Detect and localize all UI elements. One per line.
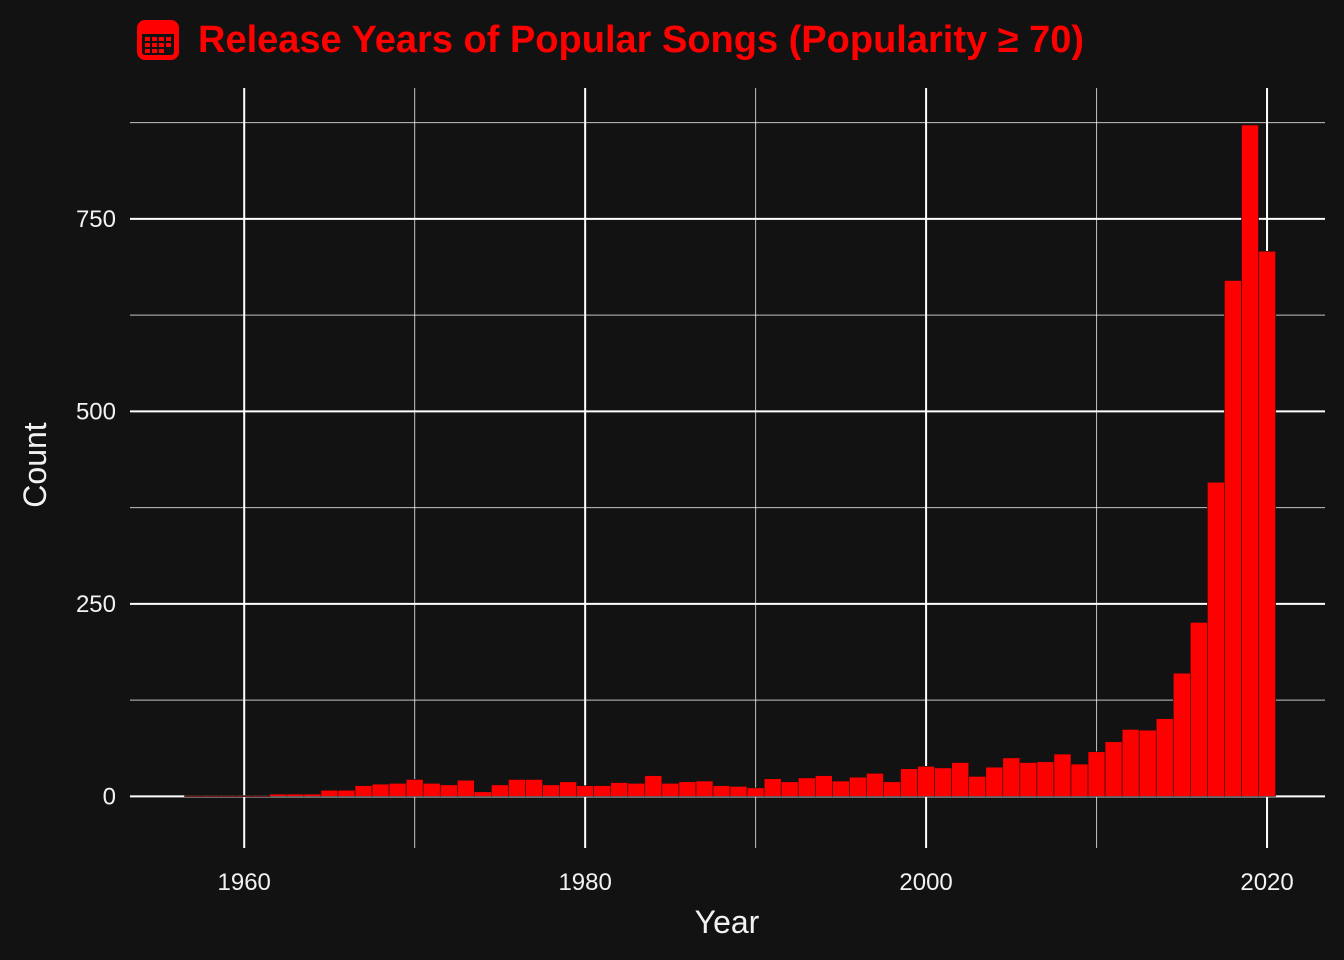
bar-2010 (1087, 751, 1106, 797)
bar-1968 (371, 783, 390, 797)
bar-1978 (542, 784, 560, 797)
bar-1963 (286, 793, 305, 797)
bar-1995 (832, 780, 850, 797)
bar-1997 (866, 773, 884, 797)
bar-2016 (1190, 622, 1208, 797)
bar-1962 (269, 793, 288, 797)
bar-2006 (1019, 762, 1038, 797)
bar-1961 (252, 795, 271, 797)
bar-1988 (712, 785, 731, 797)
x-tick-label: 2020 (1240, 869, 1293, 896)
bar-1958 (201, 795, 219, 797)
bar-1960 (235, 795, 254, 797)
y-tick-label: 750 (76, 206, 116, 233)
bar-1964 (303, 793, 322, 797)
bar-1991 (763, 778, 782, 797)
bar-2004 (985, 766, 1004, 797)
x-axis-title: Year (695, 904, 760, 940)
bar-1967 (354, 785, 373, 797)
bar-1983 (627, 783, 646, 797)
bar-1992 (780, 781, 799, 797)
calendar-icon (137, 20, 179, 60)
bar-1980 (576, 785, 594, 797)
bar-1986 (678, 781, 697, 797)
chart-title-group: Release Years of Popular Songs (Populari… (137, 19, 1084, 61)
bar-1985 (661, 783, 680, 797)
bar-2001 (934, 767, 952, 797)
bar-2013 (1138, 729, 1157, 797)
bar-2011 (1104, 741, 1123, 797)
bar-1979 (559, 781, 577, 797)
x-tick-label: 1960 (218, 869, 271, 896)
x-tick-label: 2000 (899, 869, 952, 896)
bar-2009 (1070, 763, 1089, 797)
bar-1998 (883, 781, 901, 797)
bar-1994 (814, 775, 833, 797)
bar-2012 (1121, 729, 1140, 797)
bar-1959 (218, 795, 236, 797)
bar-1989 (729, 786, 748, 797)
bars (184, 124, 1276, 797)
minor-gridlines (130, 88, 1325, 848)
bar-2005 (1002, 757, 1021, 797)
bar-1977 (525, 779, 543, 797)
bar-1969 (388, 783, 407, 797)
bar-1982 (610, 782, 629, 797)
bar-2008 (1053, 753, 1072, 797)
bar-1993 (797, 777, 816, 797)
bar-1965 (320, 789, 339, 797)
bar-2019 (1241, 124, 1259, 797)
bar-1970 (405, 779, 424, 797)
bar-2000 (917, 766, 935, 797)
chart-title: Release Years of Popular Songs (Populari… (198, 19, 1084, 61)
bar-1990 (746, 787, 765, 797)
bar-1974 (474, 791, 492, 797)
bar-2017 (1207, 481, 1225, 797)
bar-1972 (439, 784, 458, 797)
bar-1996 (849, 776, 867, 797)
bar-2003 (968, 776, 987, 797)
bar-1973 (457, 779, 475, 797)
bar-1966 (337, 789, 356, 797)
bar-1971 (422, 783, 441, 797)
y-axis-title: Count (17, 422, 53, 508)
bar-1987 (695, 780, 714, 797)
bar-1975 (491, 784, 509, 797)
bar-1981 (593, 785, 612, 797)
y-tick-label: 500 (76, 398, 116, 425)
bar-2007 (1036, 761, 1055, 797)
y-tick-labels: 0 250 500 750 (76, 206, 116, 811)
bar-1984 (644, 775, 663, 797)
bar-1999 (900, 768, 918, 797)
bar-2014 (1155, 718, 1174, 797)
bar-1957 (184, 795, 202, 797)
bar-2015 (1172, 672, 1191, 797)
y-tick-label: 0 (103, 783, 116, 810)
bar-2020 (1258, 250, 1276, 797)
y-tick-label: 250 (76, 591, 116, 618)
bar-2002 (951, 762, 970, 797)
bar-2018 (1224, 280, 1242, 797)
bar-1976 (508, 779, 526, 797)
x-tick-label: 1980 (558, 869, 611, 896)
x-tick-labels: 1960 1980 2000 2020 (218, 869, 1294, 896)
